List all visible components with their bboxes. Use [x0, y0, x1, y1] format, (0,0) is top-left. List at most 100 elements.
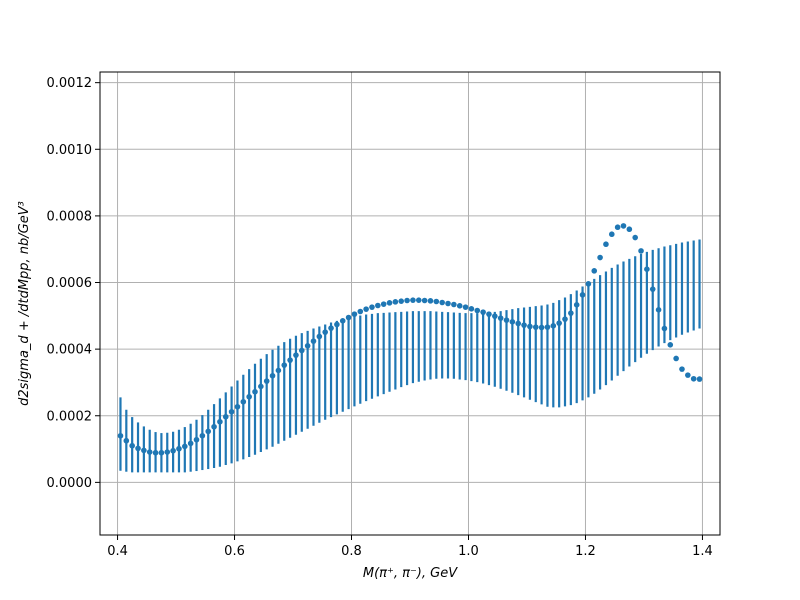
x-tick-label: 1.0 [458, 544, 479, 559]
data-point [568, 310, 574, 316]
data-point [293, 352, 299, 358]
data-point [339, 318, 346, 324]
data-point [275, 367, 282, 374]
data-point [269, 372, 276, 379]
data-point [328, 325, 334, 331]
data-point [480, 309, 486, 315]
data-point [392, 299, 399, 305]
data-point [310, 338, 317, 344]
data-point [123, 437, 130, 444]
data-point [205, 428, 212, 435]
data-point [486, 311, 492, 317]
data-point [345, 314, 352, 321]
data-point [655, 307, 662, 313]
x-tick-label: 0.4 [107, 544, 128, 559]
data-point [298, 347, 305, 354]
data-point [199, 432, 206, 439]
data-point [644, 266, 650, 272]
x-tick-label: 1.2 [575, 544, 596, 559]
data-point [258, 383, 264, 390]
data-point [696, 376, 703, 382]
data-point [620, 223, 627, 229]
data-point [521, 322, 527, 328]
data-point [626, 226, 633, 233]
data-point [246, 393, 252, 400]
data-point [649, 286, 656, 292]
x-tick-label: 0.6 [224, 544, 245, 559]
data-point [456, 303, 463, 309]
data-point [304, 343, 311, 349]
data-point [562, 316, 568, 322]
y-tick-label: 0.0004 [47, 343, 93, 358]
data-point [182, 443, 188, 450]
data-point [129, 442, 135, 449]
y-tick-label: 0.0000 [47, 476, 93, 491]
data-point [679, 366, 685, 372]
data-point [158, 449, 165, 456]
data-point [573, 302, 580, 308]
data-point [638, 248, 644, 254]
axis-ticks: 0.4 0.6 0.8 1.0 1.2 1.4 0.0000 0.0002 0.0004 0.00… [47, 76, 713, 559]
data-point [667, 342, 674, 348]
data-point [334, 321, 340, 328]
y-tick-label: 0.0002 [47, 409, 93, 424]
data-point [252, 388, 258, 395]
data-point [503, 317, 510, 323]
data-point [597, 254, 603, 261]
data-point [193, 436, 200, 443]
data-point [515, 320, 522, 327]
data-point [380, 301, 387, 307]
data-point [462, 304, 469, 310]
data-point [316, 333, 323, 340]
y-tick-label: 0.0008 [47, 209, 93, 224]
data-point [415, 297, 422, 303]
data-point [532, 324, 539, 330]
data-point [211, 423, 217, 430]
data-point [234, 403, 241, 410]
data-point [614, 224, 621, 231]
data-point [404, 297, 410, 304]
y-axis-label: d2sigma_d + /dtdMpp, nb/GeV³ [17, 201, 32, 406]
data-point [427, 298, 434, 304]
x-axis-label: M(π⁺, π⁻), GeV [363, 566, 458, 581]
data-point [556, 320, 562, 326]
data-point [468, 306, 475, 312]
data-point [375, 302, 381, 309]
data-point [608, 231, 615, 238]
data-point [170, 447, 176, 454]
data-point [550, 323, 557, 329]
data-point [164, 449, 171, 455]
data-point [228, 408, 235, 415]
x-tick-label: 0.8 [341, 544, 362, 559]
data-point [474, 307, 481, 314]
data-point [509, 319, 516, 325]
y-tick-label: 0.0006 [47, 276, 93, 291]
data-point [141, 447, 147, 454]
x-tick-label: 1.4 [692, 544, 713, 559]
data-point [632, 234, 638, 241]
data-point [690, 375, 697, 382]
data-point [217, 418, 223, 425]
data-point [451, 301, 457, 308]
data-point [579, 292, 586, 298]
data-point [263, 378, 270, 384]
data-point [287, 357, 293, 363]
data-point [585, 281, 592, 287]
data-point [603, 241, 609, 248]
plot-area-frame [99, 71, 721, 536]
data-point [281, 362, 288, 368]
data-point [146, 449, 153, 455]
data-point [187, 440, 194, 447]
data-point [421, 297, 428, 304]
data-point [685, 372, 691, 378]
data-point [673, 355, 679, 362]
data-point [433, 298, 440, 305]
data-point [135, 445, 141, 452]
y-tick-label: 0.0010 [47, 143, 93, 158]
data-point [527, 323, 533, 330]
data-point [357, 308, 364, 315]
y-tick-label: 0.0012 [47, 76, 93, 91]
data-point [222, 413, 229, 420]
data-point [591, 268, 598, 274]
